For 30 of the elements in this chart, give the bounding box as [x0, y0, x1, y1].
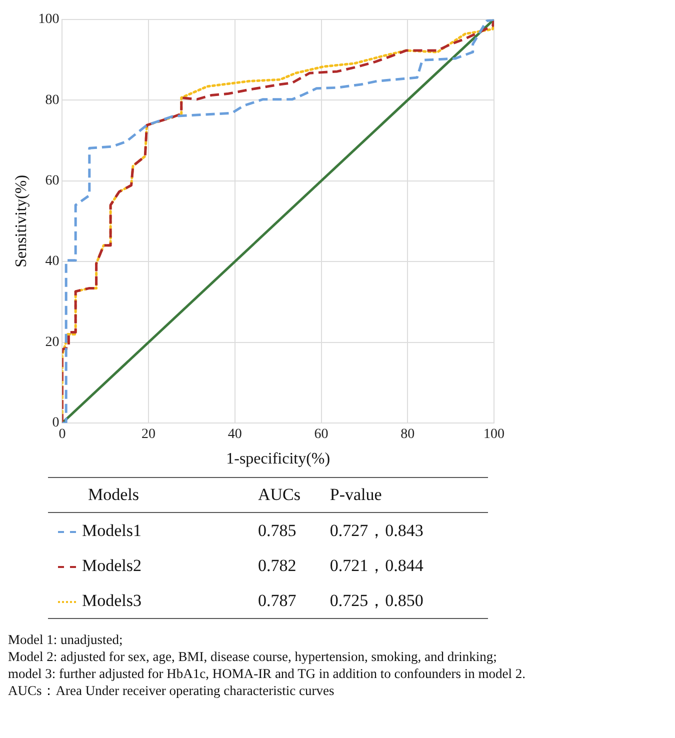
x-tick-label: 40 [228, 427, 242, 442]
text: 0.721，0.844 [330, 555, 424, 577]
legend-title: Models [87, 484, 140, 506]
legend-label: Models3 [82, 590, 142, 610]
text: 0.787 [258, 590, 298, 612]
text: 0.782 [258, 554, 298, 576]
legend-label: Models1 [82, 520, 142, 540]
text: 0.727，0.843 [330, 520, 424, 542]
x-tick-label: 20 [142, 427, 156, 442]
y-tick-label: 60 [45, 174, 60, 189]
x-tick-label: 100 [484, 427, 504, 442]
text: AUCs：Area Under receiver operating characteristic curves [8, 682, 336, 699]
y-tick-label: 20 [45, 334, 60, 350]
y-tick-label: 80 [45, 92, 60, 108]
y-tick-label: 0 [52, 416, 60, 431]
x-axis-title: 1-specificity(%) [226, 450, 330, 468]
text: P-value [330, 484, 383, 506]
x-tick-label: 60 [314, 427, 328, 442]
y-tick-label: 100 [38, 12, 60, 28]
line-series [62, 19, 494, 423]
text: AUCs [258, 484, 302, 506]
text: 0.725，0.850 [330, 590, 424, 612]
y-axis-title: Sensitivity(%) [12, 174, 30, 268]
text: model 3: further adjusted for HbA1c, HOMA-IR and TG in addition to confounders in model 2. [8, 665, 527, 682]
text: 0.785 [258, 520, 298, 542]
text: Model 1: unadjusted; [8, 631, 124, 648]
text: Model 2: adjusted for sex, age, BMI, disease course, hypertension, smoking, and drinking; [8, 648, 498, 665]
legend-label: Models2 [82, 556, 142, 574]
y-tick-label: 40 [45, 254, 60, 270]
x-tick-label: 80 [400, 427, 415, 442]
